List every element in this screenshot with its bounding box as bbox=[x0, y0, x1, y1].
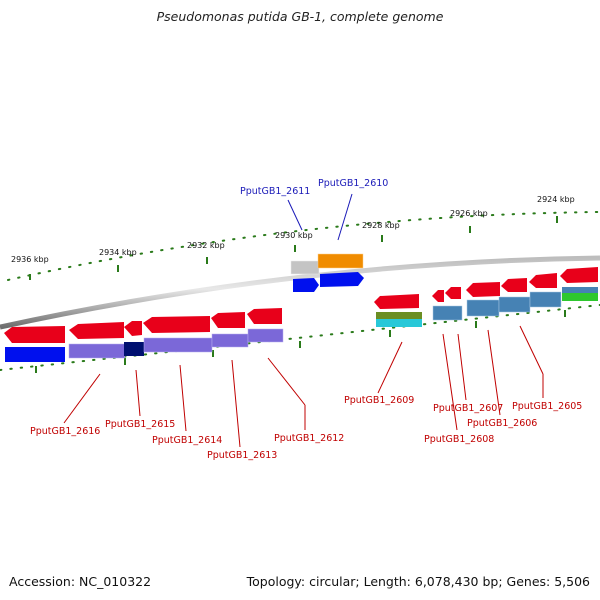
gene-label[interactable]: PputGB1_2607 bbox=[433, 403, 503, 414]
gene-label[interactable]: PputGB1_2609 bbox=[344, 395, 414, 406]
genome-summary: Topology: circular; Length: 6,078,430 bp… bbox=[246, 574, 590, 589]
gene-2614a-red-arrow[interactable] bbox=[124, 321, 142, 336]
scale-dots-lower bbox=[0, 304, 600, 371]
scale-dots-upper bbox=[7, 211, 600, 281]
gene-2605-steel-bar[interactable] bbox=[562, 287, 598, 295]
gene-label[interactable]: PputGB1_2614 bbox=[152, 435, 222, 446]
scale-ring-lower bbox=[0, 304, 600, 373]
scale-label: 2932 kbp bbox=[187, 241, 225, 250]
gene-2605a-red-arrow[interactable] bbox=[529, 273, 557, 288]
leader-line bbox=[337, 193, 353, 241]
gene-2614-red-arrow[interactable] bbox=[143, 316, 210, 333]
gene-label[interactable]: PputGB1_2613 bbox=[207, 450, 277, 461]
map-title: Pseudomonas putida GB-1, complete genome bbox=[156, 9, 444, 24]
gene-2613-red-arrow[interactable] bbox=[211, 312, 245, 328]
gene-cluster-right-forward bbox=[374, 267, 598, 309]
gene-2612-purple-bar[interactable] bbox=[247, 328, 284, 343]
gene-2614-purple-bar[interactable] bbox=[143, 337, 213, 353]
gene-2615-navy-bar[interactable] bbox=[124, 342, 144, 356]
gene-2615-red-arrow[interactable] bbox=[69, 322, 124, 339]
leader-line bbox=[179, 364, 187, 432]
gene-2606-steel-bar[interactable] bbox=[466, 299, 500, 317]
scale-label: 2930 kbp bbox=[275, 231, 313, 240]
gene-2605-green-bar[interactable] bbox=[562, 293, 598, 301]
genome-backbone bbox=[0, 255, 600, 330]
gene-cluster-right-features bbox=[376, 287, 598, 327]
accession-label: Accession: NC_010322 bbox=[9, 574, 152, 589]
gene-label[interactable]: PputGB1_2615 bbox=[105, 419, 175, 430]
scale-label: 2936 kbp bbox=[11, 255, 49, 264]
leader-line bbox=[442, 333, 458, 431]
gene-label[interactable]: PputGB1_2605 bbox=[512, 401, 582, 412]
gene-cluster-left-features bbox=[5, 328, 284, 362]
gene-2606b-red-arrow[interactable] bbox=[501, 278, 527, 292]
leader-line bbox=[377, 341, 403, 394]
gene-2609-red-arrow[interactable] bbox=[374, 294, 419, 309]
gene-label[interactable]: PputGB1_2612 bbox=[274, 433, 344, 444]
leader-line bbox=[231, 359, 241, 448]
gene-2610-blue-arrow[interactable] bbox=[320, 272, 364, 287]
leader-line bbox=[267, 357, 306, 406]
scale-ring-upper: 2936 kbp 2934 kbp 2932 kbp 2930 kbp 2928… bbox=[7, 195, 600, 281]
gene-2615-purple-bar[interactable] bbox=[68, 343, 126, 359]
gene-2608-steel-bar[interactable] bbox=[432, 305, 463, 321]
leader-line bbox=[487, 329, 501, 416]
scale-label: 2934 kbp bbox=[99, 248, 137, 257]
scale-label: 2924 kbp bbox=[537, 195, 575, 204]
gene-cluster-2610-2611 bbox=[290, 253, 364, 292]
gene-label[interactable]: PputGB1_2606 bbox=[467, 418, 537, 429]
gene-cluster-left-forward bbox=[4, 308, 282, 343]
gene-label[interactable]: PputGB1_2610 bbox=[318, 178, 388, 189]
leader-line bbox=[287, 199, 303, 231]
gene-labels: PputGB1_2611 PputGB1_2610 PputGB1_2616 P… bbox=[30, 178, 582, 461]
label-leader-lines bbox=[63, 193, 544, 448]
leader-line bbox=[519, 325, 544, 375]
gene-label[interactable]: PputGB1_2608 bbox=[424, 434, 494, 445]
gene-2616-blue-bar[interactable] bbox=[5, 347, 65, 362]
gene-2616-red-arrow[interactable] bbox=[4, 326, 65, 343]
gene-2610-orange[interactable] bbox=[317, 253, 364, 269]
gene-2608-red-arrow[interactable] bbox=[432, 290, 444, 302]
gene-2611-grey[interactable] bbox=[290, 260, 320, 275]
gene-label[interactable]: PputGB1_2611 bbox=[240, 186, 310, 197]
gene-2607-red-arrow[interactable] bbox=[445, 287, 461, 299]
gene-2611-blue-arrow[interactable] bbox=[293, 278, 319, 292]
scale-label: 2928 kbp bbox=[362, 221, 400, 230]
leader-line bbox=[135, 369, 141, 417]
gene-2609-olive-bar[interactable] bbox=[376, 312, 422, 319]
gene-2609-cyan-bar[interactable] bbox=[376, 319, 422, 327]
leader-line bbox=[457, 333, 467, 401]
gene-2612-red-arrow[interactable] bbox=[247, 308, 282, 324]
leader-line bbox=[63, 373, 101, 424]
gene-2613-purple-bar[interactable] bbox=[211, 333, 249, 348]
gene-2606-red-arrow[interactable] bbox=[466, 282, 500, 297]
gene-2605a-steel-bar[interactable] bbox=[529, 291, 562, 308]
gene-2606b-steel-bar[interactable] bbox=[498, 296, 531, 313]
gene-label[interactable]: PputGB1_2616 bbox=[30, 426, 100, 437]
gene-2605-red-arrow[interactable] bbox=[560, 267, 598, 283]
scale-label: 2926 kbp bbox=[450, 209, 488, 218]
